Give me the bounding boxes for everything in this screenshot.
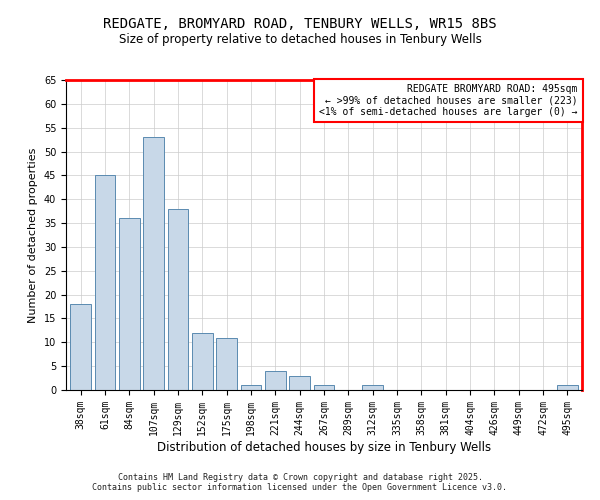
Bar (557, 385, 578, 390)
Bar (265, 371, 286, 390)
Y-axis label: Number of detached properties: Number of detached properties (28, 148, 38, 322)
Bar (143, 137, 164, 390)
Text: REDGATE BROMYARD ROAD: 495sqm
← >99% of detached houses are smaller (223)
<1% of: REDGATE BROMYARD ROAD: 495sqm ← >99% of … (319, 84, 578, 117)
Bar (167, 209, 188, 390)
Bar (241, 385, 262, 390)
Bar (216, 338, 237, 390)
Bar (70, 304, 91, 390)
Text: Contains HM Land Registry data © Crown copyright and database right 2025.
Contai: Contains HM Land Registry data © Crown c… (92, 473, 508, 492)
Bar (314, 385, 334, 390)
Bar (289, 376, 310, 390)
Bar (119, 218, 140, 390)
X-axis label: Distribution of detached houses by size in Tenbury Wells: Distribution of detached houses by size … (157, 440, 491, 454)
Text: REDGATE, BROMYARD ROAD, TENBURY WELLS, WR15 8BS: REDGATE, BROMYARD ROAD, TENBURY WELLS, W… (103, 18, 497, 32)
Bar (362, 385, 383, 390)
Bar (192, 333, 212, 390)
Bar (95, 176, 115, 390)
Text: Size of property relative to detached houses in Tenbury Wells: Size of property relative to detached ho… (119, 32, 481, 46)
